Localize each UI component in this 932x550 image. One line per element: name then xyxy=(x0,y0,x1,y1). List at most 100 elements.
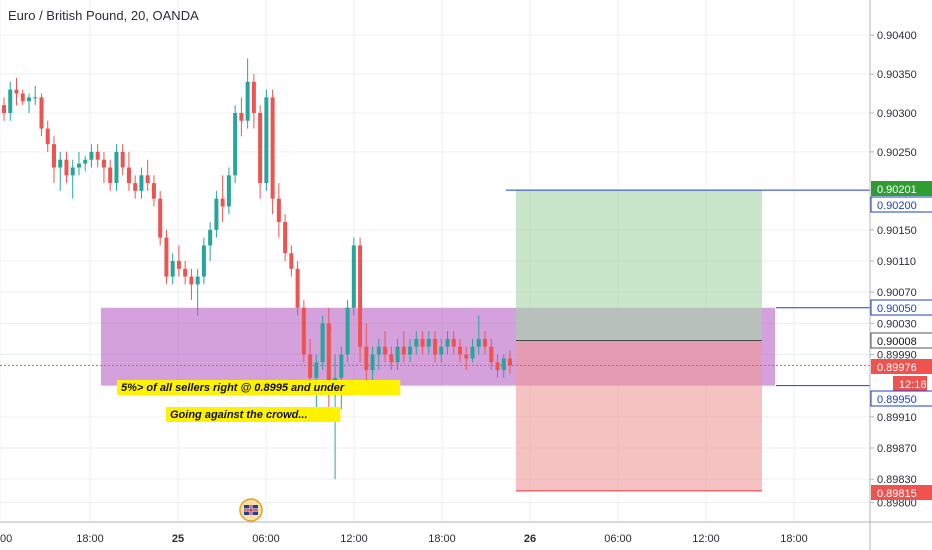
x-tick-label: 00 xyxy=(0,533,12,545)
candle-body xyxy=(70,167,75,176)
candle-body xyxy=(258,112,263,184)
candle-body xyxy=(26,97,31,102)
candle-body xyxy=(489,346,494,363)
candle-body xyxy=(364,346,369,371)
candle-body xyxy=(214,198,219,230)
candle-body xyxy=(339,354,344,378)
candle-body xyxy=(508,358,512,366)
x-tick-label: 18:00 xyxy=(428,533,456,545)
x-tick-label: 06:00 xyxy=(252,533,280,545)
chart-title: Euro / British Pound, 20, OANDA xyxy=(8,8,199,23)
overlays xyxy=(0,189,870,492)
price-label: 12:18 xyxy=(899,379,927,391)
y-tick-label: 0.90350 xyxy=(877,69,917,81)
candle-body xyxy=(233,112,238,176)
candle-body xyxy=(358,245,363,347)
note-annotation: Going against the crowd... xyxy=(170,409,308,421)
candle-body xyxy=(301,307,306,355)
profit-target-area xyxy=(516,190,762,341)
candle-body xyxy=(189,276,194,285)
zone-annotation: 5%> of all sellers right @ 0.8995 and un… xyxy=(121,382,345,394)
candle-body xyxy=(20,93,25,102)
candle-body xyxy=(264,97,269,184)
stop-loss-area xyxy=(516,340,762,491)
candle-body xyxy=(114,151,119,184)
candle-body xyxy=(295,268,300,308)
y-tick-label: 0.90110 xyxy=(877,256,916,268)
candle-body xyxy=(433,338,438,355)
candle-body xyxy=(445,338,450,347)
candle-body xyxy=(283,222,288,254)
price-label-box xyxy=(871,485,932,500)
candle-body xyxy=(83,159,88,164)
price-label: 0.90008 xyxy=(877,336,917,348)
candle-body xyxy=(120,151,125,168)
candle-body xyxy=(164,237,169,277)
candle-body xyxy=(239,112,244,121)
candle-body xyxy=(376,346,381,355)
y-tick-label: 0.90400 xyxy=(877,30,917,42)
candle-body xyxy=(476,338,481,347)
candle-body xyxy=(414,338,419,347)
candle-body xyxy=(464,354,469,359)
x-tick-label: 06:00 xyxy=(604,533,632,545)
candle-body xyxy=(14,89,19,94)
candle-body xyxy=(39,97,44,129)
price-label-box xyxy=(893,376,927,391)
candle-body xyxy=(289,253,294,269)
candle-body xyxy=(420,338,425,347)
y-tick-label: 0.89870 xyxy=(877,443,917,455)
candle-body xyxy=(176,261,181,269)
price-label-box xyxy=(870,196,932,213)
y-tick-label: 0.90030 xyxy=(877,318,917,330)
y-tick-label: 0.90250 xyxy=(877,147,917,159)
candle-body xyxy=(45,128,50,145)
candle-body xyxy=(183,268,188,277)
price-label-box xyxy=(870,332,932,349)
candle-body xyxy=(270,97,275,199)
candle-body xyxy=(439,346,444,355)
candle-body xyxy=(220,198,225,207)
price-label-box xyxy=(870,390,932,407)
y-tick-label: 0.89990 xyxy=(877,349,917,361)
y-tick-label: 0.89910 xyxy=(877,412,917,424)
x-tick-label: 12:00 xyxy=(692,533,720,545)
candle-body xyxy=(370,354,375,371)
candle-body xyxy=(64,159,69,176)
y-tick-label: 0.90070 xyxy=(877,287,917,299)
price-label-box xyxy=(871,181,932,196)
x-tick-label: 12:00 xyxy=(340,533,368,545)
candle-body xyxy=(133,183,138,191)
candle-body xyxy=(314,362,319,378)
x-tick-label: 18:00 xyxy=(780,533,808,545)
candle-body xyxy=(145,175,150,184)
candles xyxy=(2,58,512,480)
candle-body xyxy=(383,346,388,355)
note-annotation-background xyxy=(166,407,341,422)
candle-body xyxy=(389,354,394,363)
candle-body xyxy=(95,151,100,160)
candle-body xyxy=(89,151,94,160)
candle-body xyxy=(201,245,206,277)
candle-body xyxy=(2,105,6,113)
x-tick-label: 18:00 xyxy=(76,533,104,545)
candle-body xyxy=(245,81,250,121)
candle-body xyxy=(501,358,506,371)
price-label: 0.90050 xyxy=(877,303,917,315)
candle-body xyxy=(108,167,113,184)
candle-body xyxy=(326,323,331,394)
price-label: 0.89815 xyxy=(877,488,917,500)
candle-body xyxy=(226,175,231,207)
candle-body xyxy=(395,346,400,363)
y-tick-label: 0.90150 xyxy=(877,225,917,237)
candle-body xyxy=(8,89,13,113)
x-tick-label: 26 xyxy=(524,533,536,545)
candle-body xyxy=(251,81,256,113)
candle-body xyxy=(58,159,63,168)
candle-body xyxy=(495,362,500,371)
candle-body xyxy=(101,159,106,168)
candle-body xyxy=(308,354,313,378)
